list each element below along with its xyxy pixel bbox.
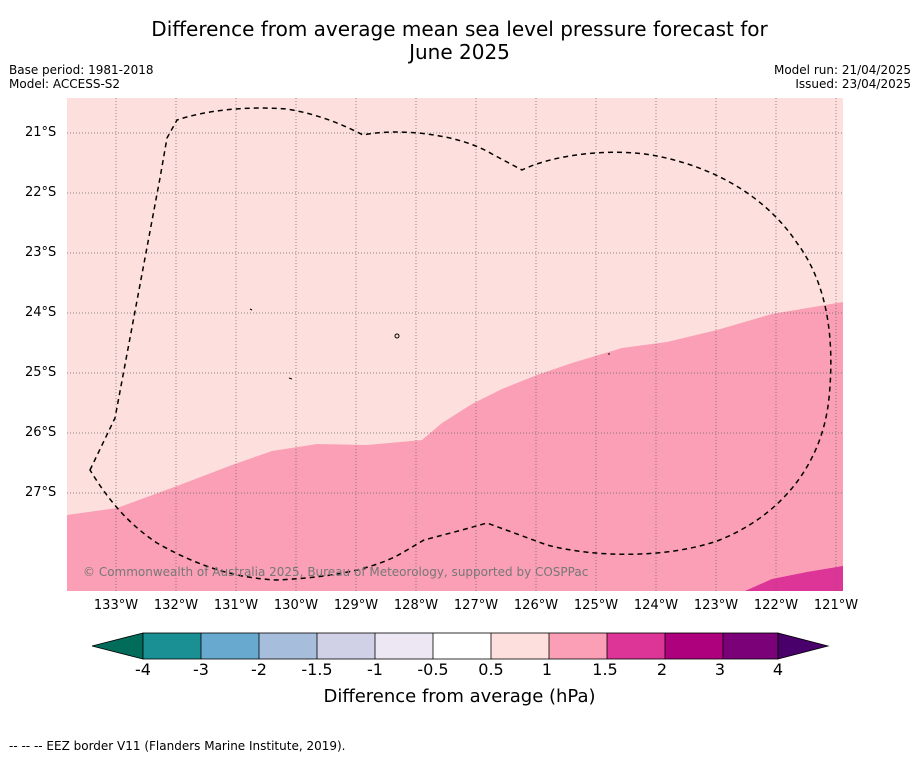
colorbar-swatch [259,633,317,659]
colorbar [91,632,830,660]
lon-label-121w: 121°W [813,598,859,613]
title-line-2: June 2025 [409,40,510,64]
lon-label-133w: 133°W [93,598,139,613]
colorbar-tick: 1.5 [592,660,618,679]
lon-label-130w: 130°W [273,598,319,613]
colorbar-tick: -1 [367,660,383,679]
colorbar-under-arrow [91,632,144,660]
colorbar-swatch [143,633,201,659]
lat-label-21s: 21°S [25,125,57,140]
lon-label-127w: 127°W [453,598,499,613]
lat-label-26s: 26°S [25,425,57,440]
colorbar-label: Difference from average (hPa) [323,686,596,707]
lon-label-126w: 126°W [513,598,559,613]
colorbar-swatch [607,633,665,659]
eez-border [89,107,832,581]
lat-label-23s: 23°S [25,245,57,260]
colorbar-over-arrow [777,632,830,660]
colorbar-tick: 0.5 [478,660,504,679]
lon-label-123w: 123°W [693,598,739,613]
base-period: Base period: 1981-2018 [9,63,154,77]
colorbar-swatch [201,633,259,659]
island-markers [249,308,610,380]
lon-label-132w: 132°W [153,598,199,613]
colorbar-tick: 2 [656,660,668,679]
lat-label-27s: 27°S [25,485,57,500]
colorbar-swatch [375,633,433,659]
colorbar-swatch [317,633,375,659]
colorbar-tick: -4 [135,660,151,679]
copyright-notice: © Commonwealth of Australia 2025, Bureau… [83,565,589,579]
lon-label-129w: 129°W [333,598,379,613]
colorbar-outline [142,632,779,660]
meta-left: Base period: 1981-2018 Model: ACCESS-S2 [9,63,154,91]
lon-label-128w: 128°W [393,598,439,613]
model-name: Model: ACCESS-S2 [9,77,121,91]
lon-label-122w: 122°W [753,598,799,613]
lat-label-22s: 22°S [25,185,57,200]
colorbar-tick: -1.5 [301,660,333,679]
title-line-1: Difference from average mean sea level p… [151,17,768,41]
colorbar-tick: 1 [541,660,553,679]
colorbar-swatch [491,633,549,659]
colorbar-swatch [433,633,491,659]
lon-label-124w: 124°W [633,598,679,613]
eez-footnote: -- -- -- EEZ border V11 (Flanders Marine… [9,739,346,753]
colorbar-tick: -2 [251,660,267,679]
colorbar-dividers [200,633,724,659]
colorbar-tick: 4 [772,660,784,679]
lon-label-125w: 125°W [573,598,619,613]
gridlines [67,98,843,591]
map-title: Difference from average mean sea level p… [0,18,919,64]
band-1-to-1-5 [67,302,843,591]
issued-date: Issued: 23/04/2025 [795,77,911,91]
colorbar-tick: 3 [714,660,726,679]
lat-label-24s: 24°S [25,305,57,320]
colorbar-swatch [665,633,723,659]
lon-label-131w: 131°W [213,598,259,613]
pressure-anomaly-map [67,98,843,591]
colorbar-tick: -0.5 [417,660,449,679]
band-1-5-to-2 [745,566,843,591]
colorbar-swatch [549,633,607,659]
colorbar-swatch [723,633,778,659]
model-run: Model run: 21/04/2025 [773,63,911,77]
colorbar-tick: -3 [193,660,209,679]
meta-right: Model run: 21/04/2025 Issued: 23/04/2025 [774,63,911,91]
lat-label-25s: 25°S [25,365,57,380]
